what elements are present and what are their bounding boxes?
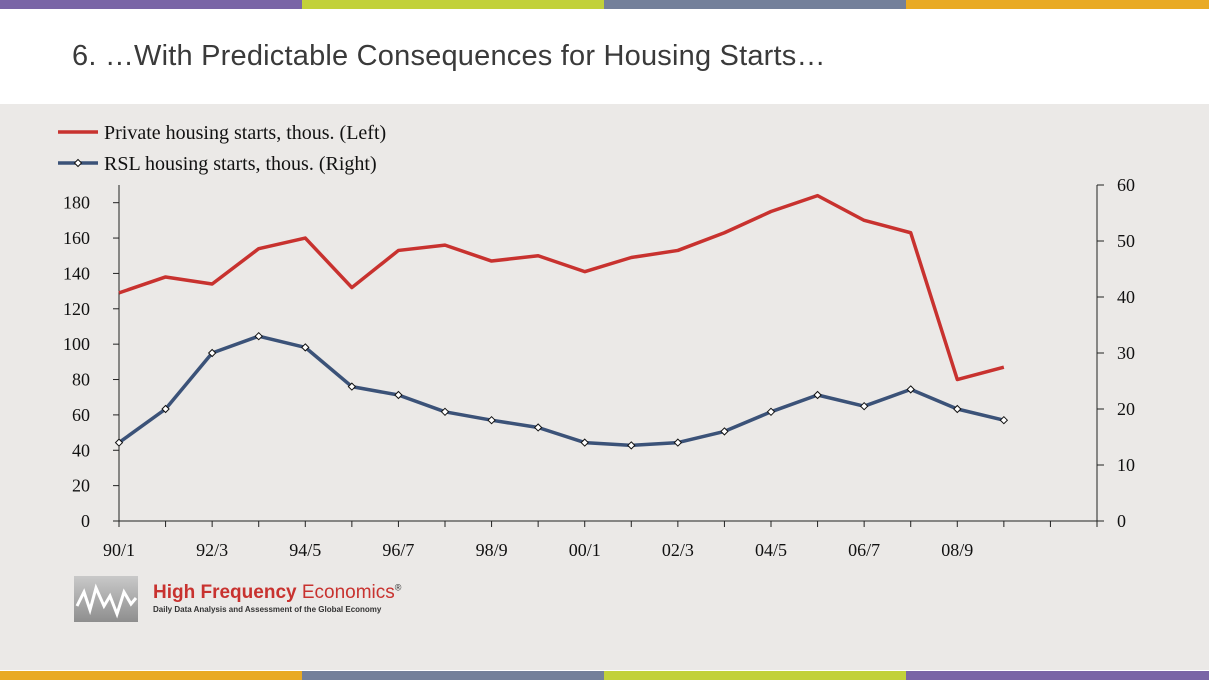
rsl-series-point (953, 404, 962, 414)
left-tick-label: 160 (63, 228, 90, 248)
x-tick-label: 98/9 (476, 540, 508, 560)
left-tick-label: 120 (63, 299, 90, 319)
x-tick-label: 92/3 (196, 540, 228, 560)
bottom-stripe-purple (906, 671, 1209, 680)
private-series-line (118, 193, 1005, 382)
rsl-series-point (906, 385, 915, 394)
left-tick-label: 20 (72, 476, 90, 496)
x-tick-label: 04/5 (755, 540, 787, 560)
bottom-stripe-gold (0, 671, 302, 680)
x-tick-label: 08/9 (941, 540, 973, 560)
rsl-series-line (117, 334, 1005, 448)
x-tick-label: 94/5 (289, 540, 321, 560)
legend-marker-rsl (73, 158, 83, 168)
left-tick-label: 140 (63, 263, 90, 283)
right-tick-label: 50 (1117, 231, 1135, 251)
rsl-series-point (673, 438, 683, 447)
top-stripe-slate (604, 0, 906, 9)
rsl-series-point (394, 390, 403, 400)
top-stripe-lime (302, 0, 604, 9)
rsl-series-point (580, 438, 589, 447)
left-tick-label: 40 (72, 440, 90, 460)
brand-tagline: Daily Data Analysis and Assessment of th… (153, 605, 382, 614)
top-stripe-gold (906, 0, 1209, 9)
x-tick-label: 90/1 (103, 540, 135, 560)
rsl-series-point (999, 415, 1009, 425)
legend: Private housing starts, thous. (Left) RS… (58, 122, 386, 175)
rsl-series-point (487, 415, 496, 425)
left-tick-label: 100 (63, 334, 90, 354)
legend-label-rsl: RSL housing starts, thous. (Right) (104, 153, 377, 175)
chart-panel (0, 104, 1209, 670)
left-tick-label: 180 (63, 193, 90, 213)
brand-block: High Frequency Economics® Daily Data Ana… (74, 576, 494, 624)
rsl-series-point (627, 441, 636, 450)
axes: 0 20 40 60 80 100 120 140 160 180 0 10 20 30 40 50 60 90/… (63, 175, 1135, 560)
top-stripe-purple (0, 0, 302, 9)
waveform-logo-icon (74, 576, 138, 622)
rsl-series-point (766, 407, 776, 417)
legend-label-private: Private housing starts, thous. (Left) (104, 122, 386, 144)
right-tick-label: 10 (1117, 455, 1135, 475)
x-tick-label: 96/7 (382, 540, 414, 560)
left-tick-label: 0 (81, 511, 90, 531)
rsl-series-point (207, 348, 217, 358)
right-tick-label: 60 (1117, 175, 1135, 195)
rsl-series-point (533, 423, 543, 432)
right-tick-label: 0 (1117, 511, 1126, 531)
x-tick-label: 06/7 (848, 540, 880, 560)
right-tick-label: 30 (1117, 343, 1135, 363)
left-tick-label: 60 (72, 405, 90, 425)
rsl-series-point (301, 343, 310, 352)
left-tick-label: 80 (72, 370, 90, 390)
x-tick-label: 00/1 (569, 540, 601, 560)
rsl-series-point (347, 382, 357, 391)
rsl-series-point (720, 427, 729, 436)
x-tick-label: 02/3 (662, 540, 694, 560)
rsl-series-point (813, 390, 822, 400)
rsl-series-point (114, 438, 124, 447)
rsl-series-point (859, 401, 869, 411)
rsl-series-point (440, 407, 450, 417)
right-tick-label: 20 (1117, 399, 1135, 419)
bottom-stripe-lime (604, 671, 906, 680)
right-tick-label: 40 (1117, 287, 1135, 307)
rsl-series-point (254, 331, 263, 341)
brand-name: High Frequency Economics® (153, 582, 402, 603)
page-title: 6. …With Predictable Consequences for Ho… (72, 40, 826, 72)
bottom-stripe-slate (302, 671, 604, 680)
rsl-series-point (161, 404, 170, 414)
series-group (114, 193, 1009, 450)
